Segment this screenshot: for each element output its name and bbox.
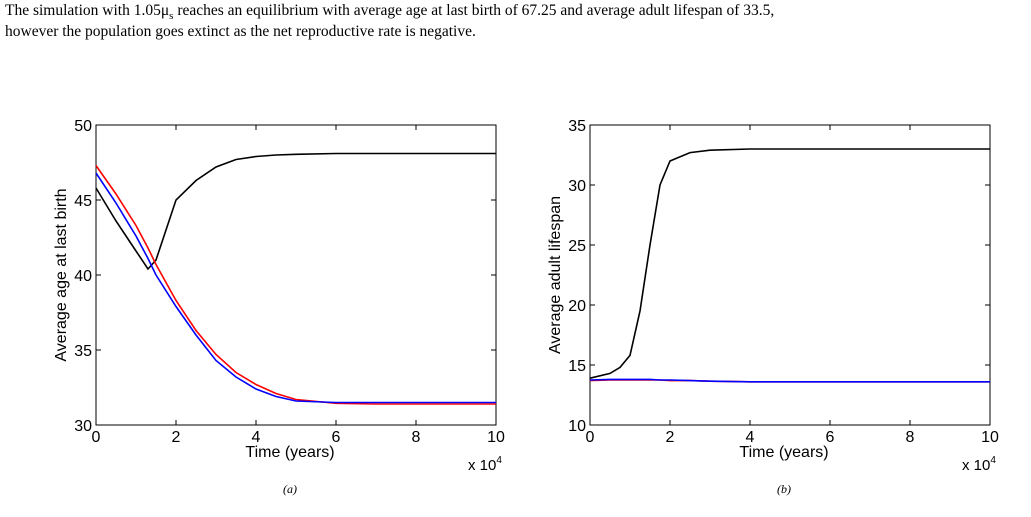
y-tick-label: 35 [568,118,586,135]
y-tick-label: 20 [568,298,586,315]
y-tick-label: 10 [568,418,586,435]
x-tick-label: 2 [172,429,181,446]
y-tick-label: 45 [74,193,92,210]
axes-box [589,124,991,426]
data-line [95,152,496,271]
y-tick-label: 40 [74,268,92,285]
x-axis-label: Time (years) [245,444,334,461]
x-tick-label: 0 [586,429,595,446]
y-tick-label: 30 [568,178,586,195]
y-tick-label: 35 [74,343,92,360]
y-axis-label: Average age at last birth [53,188,70,361]
x-tick-label: 2 [666,429,675,446]
x-multiplier-base: x 10 [962,457,990,474]
x-tick-label: 6 [826,429,835,446]
x-tick-label: 10 [487,429,505,446]
x-tick-label: 4 [252,429,261,446]
x-tick-label: 0 [92,429,101,446]
x-tick-label: 4 [746,429,755,446]
data-line [95,165,496,405]
subscript: s [169,10,174,23]
y-tick-label: 50 [74,118,92,135]
y-tick-label: 30 [74,418,92,435]
y-tick-label: 25 [568,238,586,255]
text: reaches an equilibrium with average age … [173,2,775,19]
x-multiplier: x 104 [468,455,502,474]
x-tick-label: 8 [412,429,421,446]
x-multiplier-exp: 4 [496,455,502,466]
data-line [589,148,990,379]
caption: (b) [777,482,791,496]
paragraph-line: however the population goes extinct as t… [5,23,476,40]
x-multiplier-exp: 4 [990,455,996,466]
caption: (a) [283,482,297,496]
x-multiplier-base: x 10 [468,457,496,474]
data-line [95,172,496,404]
x-tick-label: 6 [332,429,341,446]
text: The simulation with 1.05μ [5,2,170,19]
paragraph-line: The simulation with 1.05μs reaches an eq… [5,2,774,22]
x-tick-label: 10 [981,429,999,446]
x-multiplier: x 104 [962,455,996,474]
data-line [589,378,990,383]
y-axis-label: Average adult lifespan [547,196,564,354]
x-axis-label: Time (years) [739,444,828,461]
y-tick-label: 15 [568,358,586,375]
x-tick-label: 8 [906,429,915,446]
